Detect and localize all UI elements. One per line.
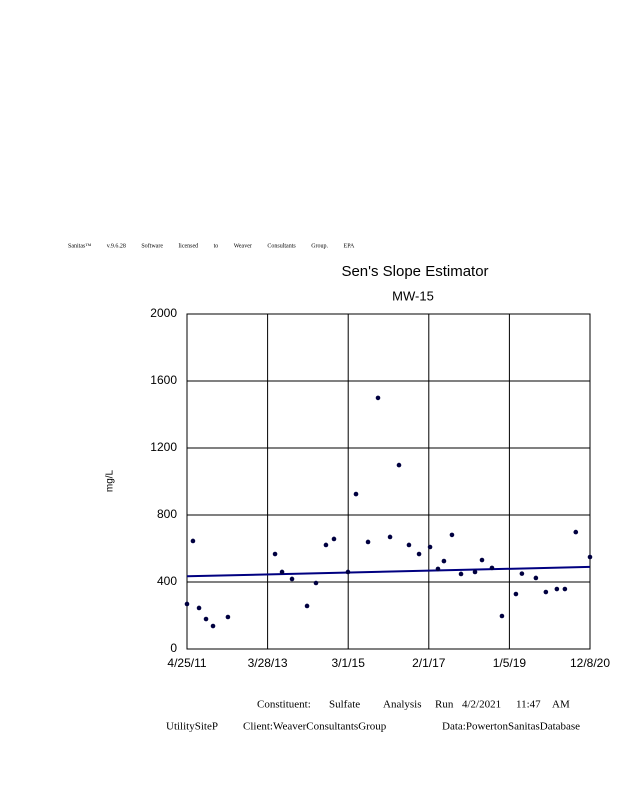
data-point xyxy=(427,544,433,550)
y-tick-label: 2000 xyxy=(150,306,177,320)
footer-text: Constituent: xyxy=(257,699,311,711)
y-tick-label: 400 xyxy=(157,574,177,588)
trend-line xyxy=(186,565,591,578)
chart-title: Sen's Slope Estimator xyxy=(341,263,488,280)
data-point xyxy=(543,589,549,595)
data-point xyxy=(458,571,464,577)
software-line: Sanitas™ v.9.6.28 Software licensed to W… xyxy=(68,242,355,249)
y-tick-label: 800 xyxy=(157,507,177,521)
data-point xyxy=(279,569,285,575)
data-point xyxy=(533,575,539,581)
data-point xyxy=(196,605,202,611)
data-point xyxy=(190,538,196,544)
plot-frame xyxy=(186,313,591,650)
data-point xyxy=(365,539,371,545)
data-point xyxy=(562,586,568,592)
data-point xyxy=(396,462,402,468)
x-tick-label: 2/1/17 xyxy=(412,656,446,670)
data-point xyxy=(331,536,337,542)
data-point xyxy=(449,532,455,538)
data-point xyxy=(375,395,381,401)
x-tick-label: 3/1/15 xyxy=(332,656,366,670)
data-point xyxy=(499,613,505,619)
data-point xyxy=(513,591,519,597)
footer-text: Analysis xyxy=(383,699,422,711)
data-point xyxy=(519,571,525,576)
data-point xyxy=(435,566,441,572)
y-tick-label: 1200 xyxy=(150,440,177,454)
data-point xyxy=(573,529,579,535)
data-point xyxy=(203,616,209,622)
footer-text: Sulfate xyxy=(329,699,360,711)
data-point xyxy=(210,623,216,629)
footer-text: Data:PowertonSanitasDatabase xyxy=(442,721,580,733)
data-point xyxy=(554,586,560,592)
data-point xyxy=(184,601,190,607)
footer-text: Client:WeaverConsultantsGroup xyxy=(243,721,387,733)
x-tick-label: 4/25/11 xyxy=(167,656,206,670)
data-point xyxy=(304,603,310,609)
data-point xyxy=(323,542,329,548)
data-point xyxy=(289,576,295,582)
data-point xyxy=(313,580,319,586)
data-point xyxy=(345,569,351,575)
y-tick-label: 0 xyxy=(170,641,177,655)
data-point xyxy=(489,565,495,571)
data-point xyxy=(353,491,359,497)
footer-text: 11:47 xyxy=(516,699,541,711)
data-point xyxy=(225,614,231,620)
footer-text: Run xyxy=(435,699,454,711)
y-tick-label: 1600 xyxy=(150,373,177,387)
y-axis-label: mg/L xyxy=(105,469,116,492)
x-tick-label: 12/8/20 xyxy=(570,656,610,670)
chart-subtitle: MW-15 xyxy=(392,288,434,303)
data-point xyxy=(472,569,478,575)
data-point xyxy=(441,558,447,564)
data-point xyxy=(387,534,393,540)
x-tick-label: 3/28/13 xyxy=(248,656,288,670)
data-point xyxy=(479,557,485,563)
footer-text: AM xyxy=(552,699,570,711)
data-point xyxy=(587,554,593,560)
data-point xyxy=(406,542,412,548)
footer-text: UtilitySiteP xyxy=(166,721,218,733)
x-tick-label: 1/5/19 xyxy=(493,656,527,670)
footer-text: 4/2/2021 xyxy=(462,699,501,711)
data-point xyxy=(416,551,422,557)
data-point xyxy=(272,551,278,557)
